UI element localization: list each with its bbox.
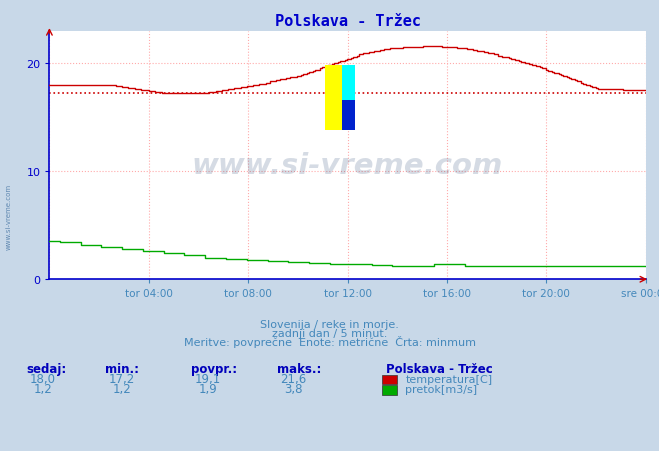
Text: pretok[m3/s]: pretok[m3/s] bbox=[405, 384, 477, 394]
FancyBboxPatch shape bbox=[325, 66, 341, 131]
Text: povpr.:: povpr.: bbox=[191, 362, 237, 375]
Text: min.:: min.: bbox=[105, 362, 140, 375]
Text: 1,9: 1,9 bbox=[198, 382, 217, 396]
Text: 1,2: 1,2 bbox=[34, 382, 52, 396]
Text: 3,8: 3,8 bbox=[284, 382, 302, 396]
Text: 19,1: 19,1 bbox=[194, 372, 221, 385]
FancyBboxPatch shape bbox=[341, 101, 355, 131]
Title: Polskava - Tržec: Polskava - Tržec bbox=[275, 14, 420, 29]
Text: 21,6: 21,6 bbox=[280, 372, 306, 385]
Text: Polskava - Tržec: Polskava - Tržec bbox=[386, 362, 492, 375]
Text: Meritve: povprečne  Enote: metrične  Črta: minmum: Meritve: povprečne Enote: metrične Črta:… bbox=[183, 335, 476, 347]
Text: www.si-vreme.com: www.si-vreme.com bbox=[5, 184, 12, 249]
Text: 18,0: 18,0 bbox=[30, 372, 56, 385]
Text: zadnji dan / 5 minut.: zadnji dan / 5 minut. bbox=[272, 328, 387, 338]
Text: 1,2: 1,2 bbox=[113, 382, 131, 396]
Text: 17,2: 17,2 bbox=[109, 372, 135, 385]
Text: temperatura[C]: temperatura[C] bbox=[405, 374, 492, 384]
Text: Slovenija / reke in morje.: Slovenija / reke in morje. bbox=[260, 319, 399, 329]
FancyBboxPatch shape bbox=[341, 66, 355, 109]
Text: sedaj:: sedaj: bbox=[26, 362, 67, 375]
Text: www.si-vreme.com: www.si-vreme.com bbox=[192, 152, 503, 179]
Text: maks.:: maks.: bbox=[277, 362, 321, 375]
